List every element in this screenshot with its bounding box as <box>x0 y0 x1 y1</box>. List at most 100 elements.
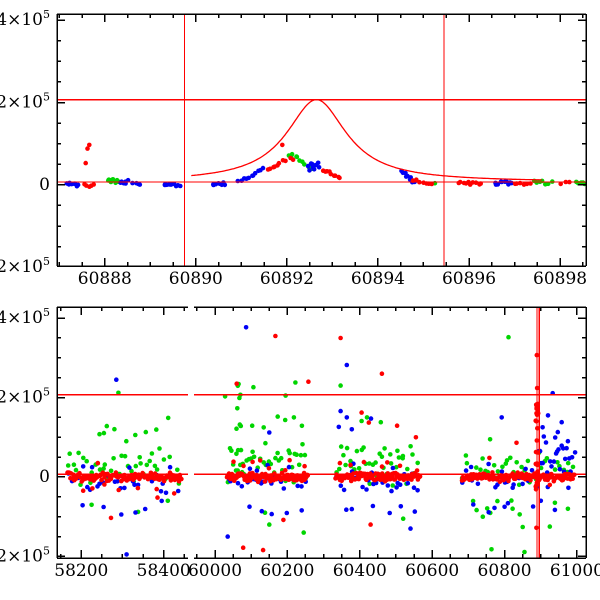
data-point <box>298 452 304 458</box>
data-point <box>247 504 252 510</box>
data-point <box>178 183 183 189</box>
data-point <box>557 466 563 472</box>
data-point <box>299 484 304 489</box>
data-point <box>281 486 287 491</box>
data-point <box>73 476 79 481</box>
data-point-outlier <box>520 524 525 530</box>
data-point-outlier <box>87 142 92 148</box>
data-point <box>133 432 138 438</box>
data-point <box>390 483 396 488</box>
data-point-outlier <box>368 416 374 421</box>
data-point <box>89 464 95 470</box>
data-point <box>299 508 305 513</box>
y-tick-label: -2×105 <box>0 255 50 277</box>
data-point <box>332 173 338 178</box>
data-point <box>231 459 236 465</box>
data-point <box>414 468 420 473</box>
data-point-outlier <box>552 500 558 506</box>
model-curve <box>191 99 542 181</box>
data-point <box>397 482 403 488</box>
data-point <box>283 158 288 164</box>
data-point <box>116 487 121 493</box>
data-point <box>490 470 495 475</box>
data-point <box>289 151 295 157</box>
data-point-outlier <box>487 455 492 461</box>
data-point-outlier <box>344 415 350 420</box>
data-point <box>294 452 299 458</box>
bottom-panel-data-points <box>65 325 578 557</box>
y-tick-label: -2×105 <box>0 544 50 566</box>
data-point <box>260 165 266 171</box>
data-point <box>137 182 143 187</box>
data-point <box>165 415 171 421</box>
data-point <box>137 455 142 460</box>
data-point <box>166 474 171 480</box>
data-point <box>251 454 257 460</box>
data-point <box>566 485 571 491</box>
data-point-outlier <box>572 450 578 455</box>
data-point <box>111 456 116 461</box>
x-tick-label: 60892 <box>260 269 314 289</box>
x-tick-label: 58400 <box>137 561 191 581</box>
data-point-outlier <box>155 495 160 500</box>
data-point <box>405 480 411 486</box>
data-point <box>75 182 81 188</box>
data-point <box>478 467 483 473</box>
data-point <box>349 506 355 512</box>
data-point <box>102 462 108 467</box>
data-point <box>337 460 343 466</box>
data-point <box>287 450 293 456</box>
data-point <box>528 477 533 483</box>
data-point <box>480 456 485 461</box>
x-tick-label: 60896 <box>442 269 496 289</box>
data-point <box>122 453 128 459</box>
data-point <box>400 453 406 459</box>
data-point-outlier <box>408 526 413 531</box>
data-point <box>171 491 177 496</box>
data-point-outlier <box>487 437 493 442</box>
data-point <box>154 427 159 432</box>
x-tick-label: 60898 <box>533 269 587 289</box>
data-point-outlier <box>116 390 121 396</box>
data-point <box>544 456 550 461</box>
data-point <box>379 454 385 460</box>
data-point <box>364 487 369 492</box>
data-point <box>101 504 106 510</box>
data-point <box>392 477 398 482</box>
data-point <box>361 445 366 450</box>
data-point <box>278 455 284 461</box>
data-point <box>520 481 525 487</box>
data-point-outlier <box>283 393 288 398</box>
data-point-outlier <box>301 530 307 535</box>
data-point <box>152 463 158 469</box>
data-point <box>562 456 568 462</box>
data-point <box>65 463 71 468</box>
data-point <box>235 406 240 411</box>
data-point <box>241 463 246 469</box>
top-panel-axis-frame <box>56 13 587 267</box>
data-point <box>499 469 505 474</box>
data-point-outlier <box>336 424 342 430</box>
y-tick-label: 4×105 <box>0 306 50 328</box>
data-point <box>367 481 373 487</box>
data-point <box>275 450 280 456</box>
data-point <box>80 503 85 508</box>
data-point <box>486 510 492 515</box>
data-point <box>249 423 255 429</box>
data-point <box>491 463 497 468</box>
data-point <box>556 447 561 452</box>
data-point <box>67 451 72 457</box>
data-point <box>417 474 423 479</box>
data-point <box>299 423 305 429</box>
data-point <box>500 464 505 470</box>
data-point-outlier <box>293 380 298 385</box>
data-point-outlier <box>378 419 384 425</box>
data-point-outlier <box>108 515 114 521</box>
data-point <box>354 448 360 454</box>
data-point <box>361 459 367 465</box>
data-point <box>508 455 513 461</box>
x-tick-label: 60888 <box>78 269 132 289</box>
data-point <box>495 498 500 504</box>
data-point <box>341 487 347 493</box>
data-point <box>247 466 253 472</box>
